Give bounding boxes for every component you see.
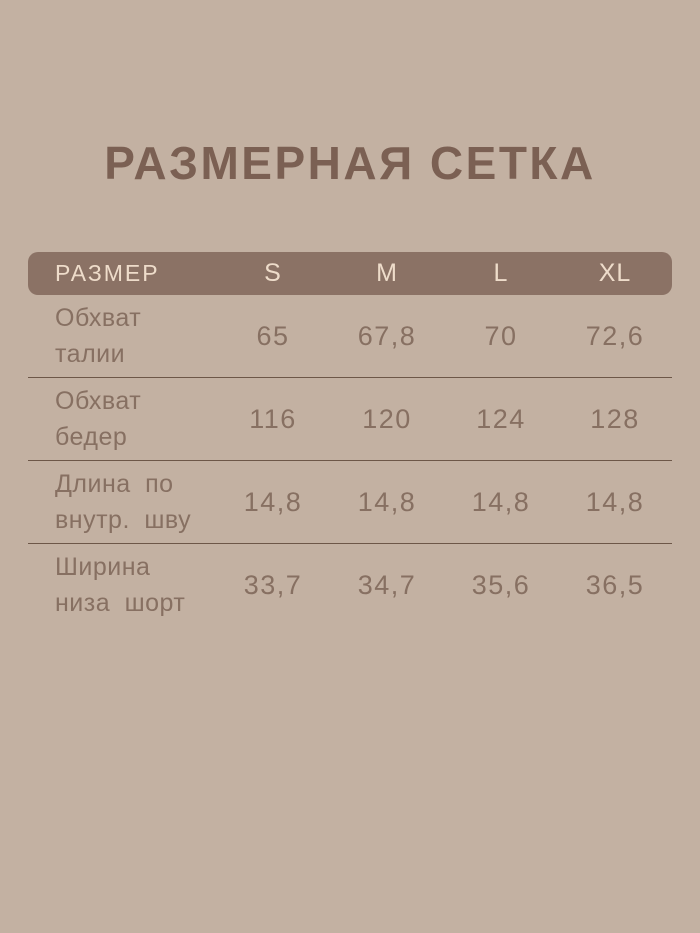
header-cell-size-xl: XL: [598, 259, 632, 287]
row-value: 65: [256, 320, 290, 351]
row-value: 70: [484, 320, 518, 351]
row-value: 120: [362, 403, 412, 434]
header-cell-size-label: РАЗМЕР: [55, 260, 160, 286]
row-value: 33,7: [243, 569, 303, 600]
table-row-inseam: Длина по внутр. шву 14,8 14,8 14,8 14,8: [28, 461, 672, 544]
row-value: 34,7: [357, 569, 417, 600]
row-value: 124: [476, 403, 526, 434]
row-label: Обхват талии: [55, 304, 142, 368]
header-cell-size-s: S: [264, 259, 282, 287]
row-label: Обхват бедер: [55, 387, 142, 451]
row-value: 128: [590, 403, 640, 434]
row-label: Длина по внутр. шву: [55, 470, 192, 534]
table-row-hem-width: Ширина низа шорт 33,7 34,7 35,6 36,5: [28, 544, 672, 626]
row-value: 72,6: [585, 320, 645, 351]
row-value: 35,6: [471, 569, 531, 600]
row-value: 116: [249, 403, 297, 434]
row-value: 36,5: [585, 569, 645, 600]
row-value: 14,8: [585, 486, 645, 517]
row-value: 14,8: [471, 486, 531, 517]
row-value: 14,8: [243, 486, 303, 517]
row-value: 67,8: [357, 320, 417, 351]
row-label: Ширина низа шорт: [55, 553, 186, 617]
header-cell-size-l: L: [493, 259, 509, 287]
table-row-waist: Обхват талии 65 67,8 70 72,6: [28, 295, 672, 378]
table-header-row: РАЗМЕР S M L XL: [28, 252, 672, 295]
table-row-hips: Обхват бедер 116 120 124 128: [28, 378, 672, 461]
page-title: РАЗМЕРНАЯ СЕТКА: [104, 137, 596, 189]
header-cell-size-m: M: [376, 259, 398, 287]
size-table: РАЗМЕР S M L XL Обхват талии 65 67,8 70 …: [28, 252, 672, 626]
row-value: 14,8: [357, 486, 417, 517]
